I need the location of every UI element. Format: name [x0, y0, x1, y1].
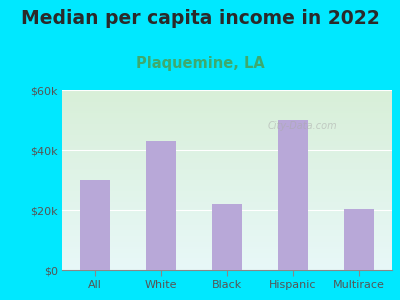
Bar	[80, 180, 110, 270]
Bar	[344, 208, 374, 270]
Bar	[146, 141, 176, 270]
Bar	[278, 120, 308, 270]
Text: Median per capita income in 2022: Median per capita income in 2022	[21, 9, 379, 28]
Text: City-Data.com: City-Data.com	[268, 121, 338, 131]
Text: Plaquemine, LA: Plaquemine, LA	[136, 56, 264, 70]
Bar	[212, 204, 242, 270]
